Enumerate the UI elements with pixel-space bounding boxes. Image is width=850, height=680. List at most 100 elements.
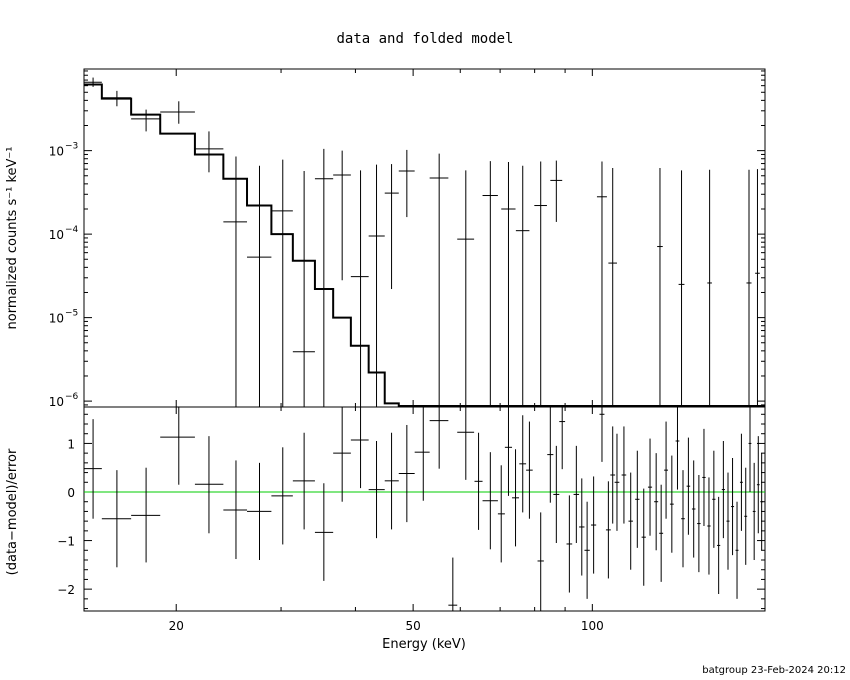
residual-point [726, 472, 730, 570]
residual-point [457, 407, 475, 480]
data-point [550, 160, 563, 222]
y-tick-label: 10 [49, 312, 64, 326]
y-tick-exponent: −3 [65, 142, 78, 152]
data-point [534, 161, 547, 407]
data-point [501, 162, 516, 407]
residual-point [497, 465, 505, 563]
data-point [657, 167, 663, 407]
residual-point [314, 483, 334, 581]
bottom-panel-ytick-labels: 1 0 −1 −2 [57, 437, 75, 597]
residual-point [537, 512, 544, 611]
residual-point [429, 407, 449, 469]
residual-point [664, 421, 669, 519]
residual-point [752, 462, 756, 560]
residual-point [101, 470, 132, 568]
y-tick-label: 0 [67, 486, 75, 500]
residual-point [131, 467, 161, 563]
data-point [398, 149, 415, 218]
data-point [350, 170, 369, 407]
residual-point [547, 407, 554, 503]
residual-point [702, 428, 706, 526]
x-tick-label: 50 [405, 619, 420, 633]
data-point [755, 169, 760, 407]
residual-point [635, 450, 640, 548]
residual-point [333, 407, 351, 502]
residual-point [621, 426, 627, 524]
residual-point [368, 441, 385, 539]
data-point [384, 164, 399, 290]
residual-point [686, 437, 691, 535]
residual-point [292, 432, 315, 530]
residual-point [614, 433, 620, 531]
data-point [368, 164, 385, 407]
data-point [596, 161, 607, 407]
residual-point [605, 481, 611, 579]
top-panel-ytick-labels: 10−310−410−510−6 [49, 142, 79, 409]
residual-point [697, 475, 701, 573]
residual-point [414, 407, 430, 501]
residual-point [398, 424, 415, 523]
data-point [314, 148, 334, 407]
data-point [746, 169, 752, 407]
residual-point [566, 495, 573, 593]
y-tick-label: 10 [49, 145, 64, 159]
residual-point [681, 470, 685, 568]
residual-point [474, 432, 483, 530]
residual-point [756, 436, 760, 534]
residual-point [526, 421, 533, 519]
y-tick-label: 10 [49, 395, 64, 409]
data-point [515, 165, 530, 407]
residual-point [739, 433, 743, 531]
residual-point [573, 445, 580, 543]
residual-point [271, 447, 293, 545]
top-panel-data [84, 77, 760, 407]
bottom-panel-data [84, 407, 764, 611]
residual-point [584, 501, 590, 599]
residual-point [735, 501, 739, 599]
bottom-panel-frame [83, 406, 766, 612]
residual-point [448, 557, 458, 611]
residual-point [691, 460, 696, 558]
data-point [160, 101, 195, 124]
residual-point [760, 453, 764, 551]
residual-point [641, 488, 646, 586]
residual-point [553, 445, 560, 543]
y-tick-exponent: −4 [65, 225, 79, 235]
data-point [223, 156, 248, 407]
residual-point [84, 419, 102, 519]
residual-point [519, 415, 527, 513]
data-point [194, 131, 224, 173]
residual-point [654, 453, 659, 551]
residual-point [559, 407, 566, 470]
data-point [608, 167, 617, 407]
x-axis-label: Energy (keV) [382, 637, 466, 652]
residual-point [599, 407, 605, 462]
data-point [247, 165, 272, 407]
data-point [333, 150, 351, 281]
data-point [101, 90, 132, 107]
top-panel-model [84, 83, 765, 407]
footer-label: batgroup 23-Feb-2024 20:12 [702, 665, 846, 676]
residual-point [748, 407, 752, 492]
y-tick-label: −1 [57, 535, 75, 549]
x-tick-label: 100 [581, 619, 604, 633]
top-panel: 10−310−410−510−6 normalized counts s⁻¹ k… [5, 68, 766, 409]
bottom-panel: 1 0 −1 −2 (data−model)/error [5, 406, 766, 612]
bottom-panel-ylabel: (data−model)/error [5, 448, 20, 575]
y-tick-exponent: −6 [65, 392, 79, 402]
residual-point [223, 460, 248, 560]
residual-point [721, 441, 725, 539]
data-point [429, 153, 449, 407]
residual-point [675, 407, 680, 490]
y-tick-label: −2 [57, 583, 75, 597]
residual-point [160, 407, 195, 485]
y-tick-exponent: −5 [65, 309, 78, 319]
chart-title: data and folded model [336, 31, 513, 47]
residual-point [512, 449, 519, 547]
data-point [84, 77, 102, 87]
residual-point [712, 450, 716, 548]
residual-point [628, 472, 633, 570]
data-point [271, 159, 293, 407]
data-point [131, 109, 161, 132]
